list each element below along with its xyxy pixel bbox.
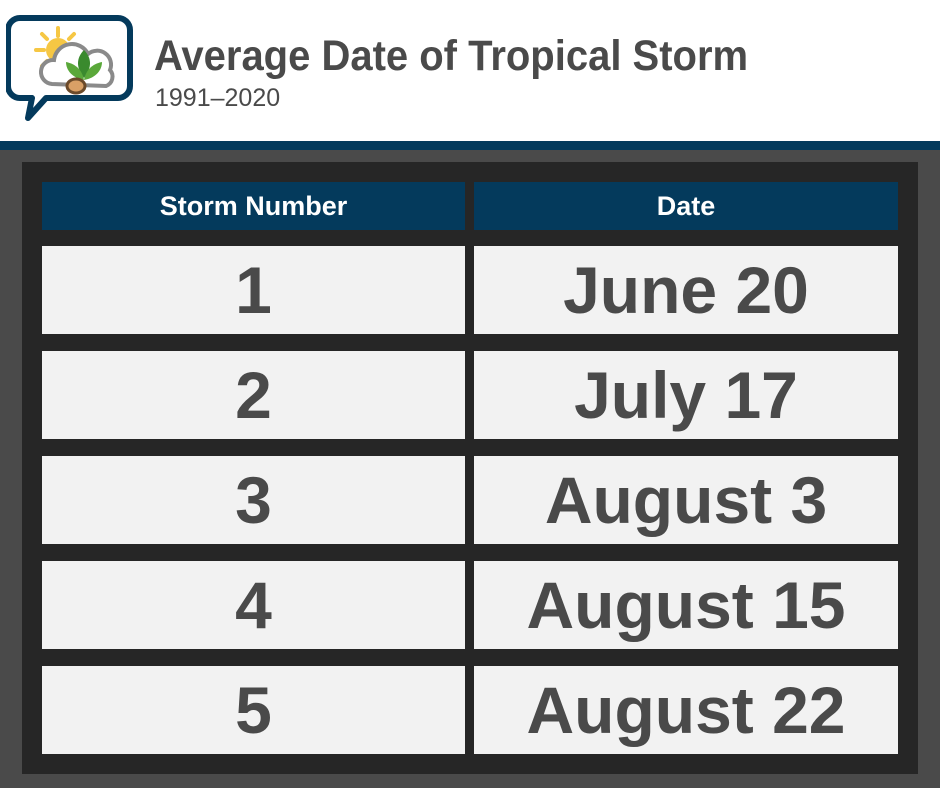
- page-subtitle: 1991–2020: [155, 84, 281, 112]
- page-title: Average Date of Tropical Storm: [154, 32, 749, 80]
- date-cell: August 22: [474, 666, 898, 754]
- storm-number-cell: 1: [42, 246, 465, 334]
- storm-date-table: Storm Number Date 1 June 20 2 July 17 3 …: [22, 162, 918, 774]
- storm-number-cell: 4: [42, 561, 465, 649]
- storm-number-cell: 5: [42, 666, 465, 754]
- header-divider: [0, 141, 940, 150]
- column-header-storm-number: Storm Number: [42, 182, 465, 230]
- date-cell: July 17: [474, 351, 898, 439]
- date-cell: June 20: [474, 246, 898, 334]
- weather-chat-bubble-icon: [6, 14, 136, 122]
- storm-number-cell: 2: [42, 351, 465, 439]
- date-cell: August 15: [474, 561, 898, 649]
- storm-number-cell: 3: [42, 456, 465, 544]
- date-cell: August 3: [474, 456, 898, 544]
- header: Average Date of Tropical Storm 1991–2020: [0, 0, 940, 141]
- column-header-date: Date: [474, 182, 898, 230]
